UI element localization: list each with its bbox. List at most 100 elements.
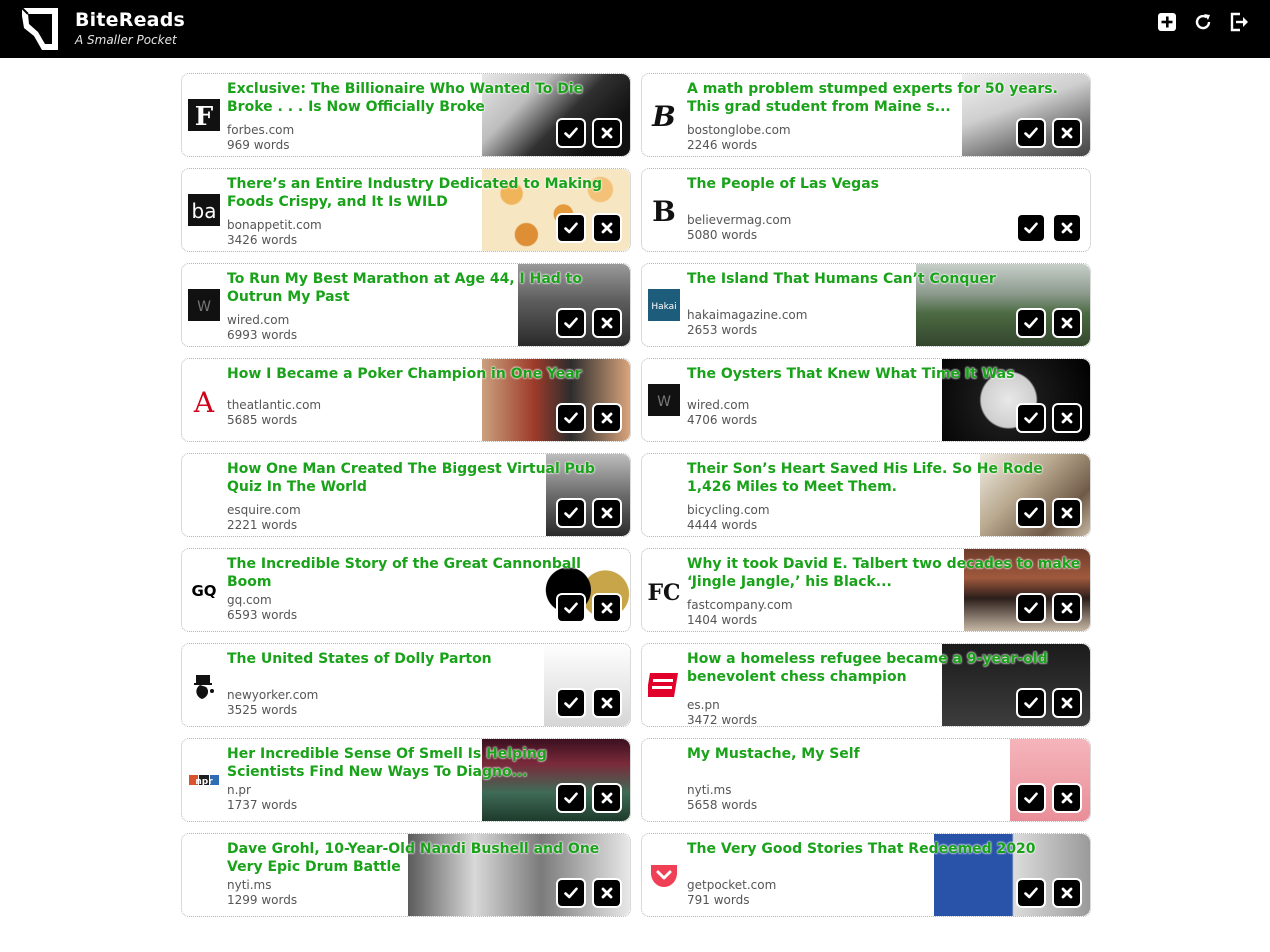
article-card[interactable]: Dave Grohl, 10-Year-Old Nandi Bushell an… [181, 833, 631, 917]
article-domain: n.pr [227, 783, 251, 797]
mark-read-button[interactable] [1018, 880, 1044, 906]
dismiss-button[interactable] [594, 215, 620, 241]
dismiss-button[interactable] [594, 120, 620, 146]
mark-read-button[interactable] [1018, 215, 1044, 241]
article-card[interactable]: The Very Good Stories That Redeemed 2020… [641, 833, 1091, 917]
article-title-link[interactable]: There’s an Entire Industry Dedicated to … [227, 176, 603, 210]
mark-read-button[interactable] [1018, 405, 1044, 431]
site-favicon: W [188, 289, 220, 321]
bitereads-logo [20, 6, 60, 52]
check-icon [564, 602, 578, 614]
article-card[interactable]: B A math problem stumped experts for 50 y… [641, 73, 1091, 157]
article-title-link[interactable]: Her Incredible Sense Of Smell Is Helping… [227, 746, 547, 780]
logout-button[interactable] [1228, 11, 1250, 33]
mark-read-button[interactable] [1018, 310, 1044, 336]
close-icon [601, 507, 613, 519]
close-icon [601, 887, 613, 899]
article-title-link[interactable]: The Oysters That Knew What Time It Was [687, 366, 1015, 382]
dismiss-button[interactable] [1054, 215, 1080, 241]
dismiss-button[interactable] [1054, 310, 1080, 336]
article-title-link[interactable]: Their Son’s Heart Saved His Life. So He … [687, 461, 1043, 495]
dismiss-button[interactable] [1054, 785, 1080, 811]
dismiss-button[interactable] [594, 405, 620, 431]
top-bar: BiteReads A Smaller Pocket [0, 0, 1270, 58]
plus-square-icon [1158, 13, 1176, 31]
site-favicon: ba [188, 194, 220, 226]
article-title-link[interactable]: How One Man Created The Biggest Virtual … [227, 461, 595, 495]
dismiss-button[interactable] [594, 595, 620, 621]
article-title-link[interactable]: The Very Good Stories That Redeemed 2020 [687, 841, 1036, 857]
article-card[interactable]: F Exclusive: The Billionaire Who Wanted T… [181, 73, 631, 157]
close-icon [601, 792, 613, 804]
mark-read-button[interactable] [1018, 120, 1044, 146]
mark-read-button[interactable] [558, 785, 584, 811]
site-favicon: npr [188, 764, 220, 796]
dismiss-button[interactable] [594, 785, 620, 811]
article-title-link[interactable]: Dave Grohl, 10-Year-Old Nandi Bushell an… [227, 841, 600, 875]
mark-read-button[interactable] [1018, 785, 1044, 811]
check-icon [564, 697, 578, 709]
article-card[interactable]: A How I Became a Poker Champion in One Ye… [181, 358, 631, 442]
mark-read-button[interactable] [558, 120, 584, 146]
close-icon [601, 222, 613, 234]
mark-read-button[interactable] [558, 880, 584, 906]
article-card[interactable]: My Mustache, My Self nyti.ms 5658 words [641, 738, 1091, 822]
mark-read-button[interactable] [558, 310, 584, 336]
article-title-link[interactable]: The People of Las Vegas [687, 176, 879, 192]
mark-read-button[interactable] [558, 690, 584, 716]
check-icon [564, 317, 578, 329]
article-card[interactable]: How a homeless refugee became a 9-year-o… [641, 643, 1091, 727]
article-card[interactable]: Their Son’s Heart Saved His Life. So He … [641, 453, 1091, 537]
dismiss-button[interactable] [594, 310, 620, 336]
site-favicon: A [188, 384, 220, 416]
article-card[interactable]: npr Her Incredible Sense Of Smell Is Help… [181, 738, 631, 822]
article-card[interactable]: How One Man Created The Biggest Virtual … [181, 453, 631, 537]
close-icon [1061, 412, 1073, 424]
mark-read-button[interactable] [558, 405, 584, 431]
dismiss-button[interactable] [1054, 595, 1080, 621]
dismiss-button[interactable] [1054, 690, 1080, 716]
favicon-label: GQ [191, 582, 216, 600]
mark-read-button[interactable] [558, 215, 584, 241]
close-icon [601, 412, 613, 424]
article-title-link[interactable]: How I Became a Poker Champion in One Yea… [227, 366, 582, 382]
mark-read-button[interactable] [1018, 500, 1044, 526]
add-article-button[interactable] [1156, 11, 1178, 33]
article-title-link[interactable]: The United States of Dolly Parton [227, 651, 492, 667]
dismiss-button[interactable] [1054, 405, 1080, 431]
article-word-count: 6593 words [227, 608, 298, 622]
site-favicon: GQ [188, 574, 220, 606]
article-title-link[interactable]: Exclusive: The Billionaire Who Wanted To… [227, 81, 584, 115]
article-card[interactable]: W To Run My Best Marathon at Age 44, I Ha… [181, 263, 631, 347]
dismiss-button[interactable] [594, 690, 620, 716]
article-domain: bicycling.com [687, 503, 770, 517]
close-icon [601, 602, 613, 614]
dismiss-button[interactable] [594, 880, 620, 906]
mark-read-button[interactable] [1018, 690, 1044, 716]
article-card[interactable]: The United States of Dolly Parton newyork… [181, 643, 631, 727]
mark-read-button[interactable] [1018, 595, 1044, 621]
article-card[interactable]: ba There’s an Entire Industry Dedicated t… [181, 168, 631, 252]
article-card[interactable]: FC Why it took David E. Talbert two decad… [641, 548, 1091, 632]
article-title-link[interactable]: The Island That Humans Can’t Conquer [687, 271, 996, 287]
article-title-link[interactable]: Why it took David E. Talbert two decades… [687, 556, 1081, 590]
dismiss-button[interactable] [594, 500, 620, 526]
article-title-link[interactable]: How a homeless refugee became a 9-year-o… [687, 651, 1048, 685]
mark-read-button[interactable] [558, 500, 584, 526]
article-title-link[interactable]: The Incredible Story of the Great Cannon… [227, 556, 581, 590]
refresh-button[interactable] [1192, 11, 1214, 33]
article-card[interactable]: B The People of Las Vegas believermag.com 5… [641, 168, 1091, 252]
article-title-link[interactable]: My Mustache, My Self [687, 746, 860, 762]
check-icon [1024, 887, 1038, 899]
article-card[interactable]: Hakai The Island That Humans Can’t Conque… [641, 263, 1091, 347]
dismiss-button[interactable] [1054, 880, 1080, 906]
article-card[interactable]: GQ The Incredible Story of the Great Cann… [181, 548, 631, 632]
dismiss-button[interactable] [1054, 500, 1080, 526]
dismiss-button[interactable] [1054, 120, 1080, 146]
mark-read-button[interactable] [558, 595, 584, 621]
article-title-link[interactable]: To Run My Best Marathon at Age 44, I Had… [227, 271, 582, 305]
article-card[interactable]: W The Oysters That Knew What Time It Was w… [641, 358, 1091, 442]
close-icon [1061, 317, 1073, 329]
article-domain: bostonglobe.com [687, 123, 791, 137]
article-title-link[interactable]: A math problem stumped experts for 50 ye… [687, 81, 1058, 115]
